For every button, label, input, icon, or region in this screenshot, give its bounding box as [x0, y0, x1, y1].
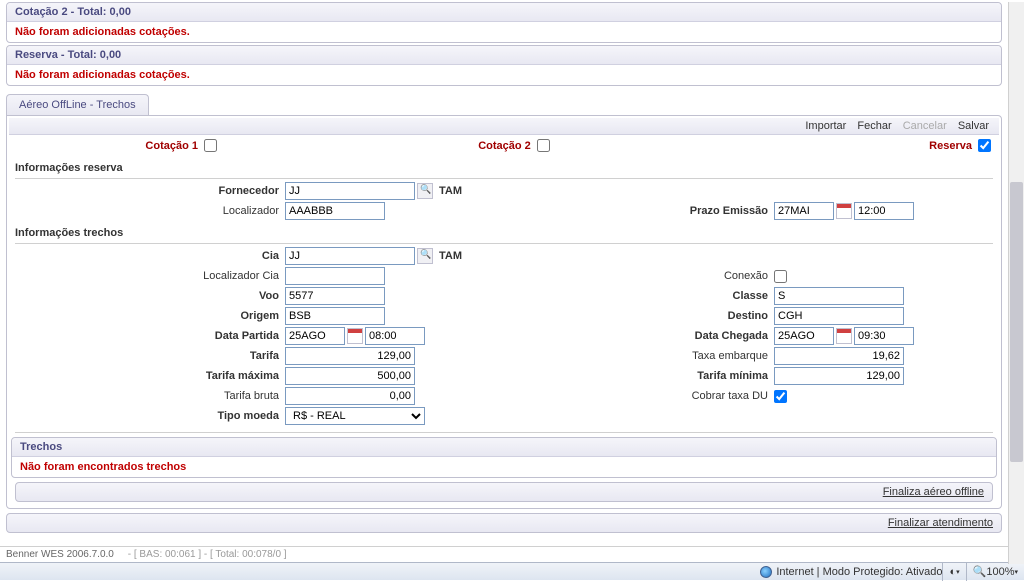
origem-label: Origem [15, 310, 285, 322]
trechos-panel: Trechos Não foram encontrados trechos [11, 437, 997, 478]
cotacao1-checkbox[interactable] [204, 139, 217, 152]
importar-link[interactable]: Importar [805, 120, 846, 132]
conexao-checkbox[interactable] [774, 270, 787, 283]
fornecedor-suffix: TAM [439, 185, 462, 197]
form-toolbar: Importar Fechar Cancelar Salvar [9, 118, 999, 135]
prazo-emissao-label: Prazo Emissão [504, 205, 774, 217]
search-icon[interactable] [417, 248, 433, 264]
tarifa-maxima-input[interactable] [285, 367, 415, 385]
finaliza-aereo-link[interactable]: Finaliza aéreo offline [883, 486, 984, 498]
section-info-trechos: Informações trechos [9, 225, 999, 241]
cia-input[interactable] [285, 247, 415, 265]
cobrar-taxa-du-label: Cobrar taxa DU [504, 390, 774, 402]
destino-label: Destino [504, 310, 774, 322]
tarifa-bruta-input[interactable] [285, 387, 415, 405]
reserva-checkbox[interactable] [978, 139, 991, 152]
taxa-embarque-input[interactable] [774, 347, 904, 365]
aereo-offline-tabs: Aéreo OffLine - Trechos Importar Fechar … [6, 94, 1002, 509]
tarifa-maxima-label: Tarifa máxima [15, 370, 285, 382]
reserva-label: Reserva [929, 140, 972, 152]
data-chegada-label: Data Chegada [504, 330, 774, 342]
salvar-link[interactable]: Salvar [958, 120, 989, 132]
app-status-bar: Benner WES 2006.7.0.0 - [ BAS: 00:061 ] … [0, 546, 1024, 562]
tarifa-minima-label: Tarifa mínima [504, 370, 774, 382]
app-stats: - [ BAS: 00:061 ] - [ Total: 00:078/0 ] [128, 549, 287, 560]
search-icon[interactable] [417, 183, 433, 199]
globe-icon [760, 566, 772, 578]
cotacao2-empty-msg: Não foram adicionadas cotações. [15, 26, 190, 38]
cancelar-link: Cancelar [903, 120, 947, 132]
data-chegada-time[interactable] [854, 327, 914, 345]
finalizar-atendimento-link[interactable]: Finalizar atendimento [888, 517, 993, 529]
calendar-icon[interactable] [347, 328, 363, 344]
destino-input[interactable] [774, 307, 904, 325]
cotacao2-header: Cotação 2 - Total: 0,00 [7, 3, 1001, 22]
prazo-emissao-time[interactable] [854, 202, 914, 220]
cotacao2-label: Cotação 2 [478, 140, 531, 152]
data-partida-date[interactable] [285, 327, 345, 345]
tab-aereo-offline[interactable]: Aéreo OffLine - Trechos [6, 94, 149, 115]
fornecedor-input[interactable] [285, 182, 415, 200]
prazo-emissao-date[interactable] [774, 202, 834, 220]
tipo-moeda-select[interactable]: R$ - REAL [285, 407, 425, 425]
cotacao2-panel: Cotação 2 - Total: 0,00 Não foram adicio… [6, 2, 1002, 43]
data-partida-label: Data Partida [15, 330, 285, 342]
tarifa-label: Tarifa [15, 350, 285, 362]
app-name: Benner WES 2006.7.0.0 [6, 549, 114, 560]
calendar-icon[interactable] [836, 328, 852, 344]
tipo-moeda-label: Tipo moeda [15, 410, 285, 422]
voo-input[interactable] [285, 287, 385, 305]
data-chegada-date[interactable] [774, 327, 834, 345]
taxa-embarque-label: Taxa embarque [504, 350, 774, 362]
tarifa-bruta-label: Tarifa bruta [15, 390, 285, 402]
cia-suffix: TAM [439, 250, 462, 262]
localizador-cia-label: Localizador Cia [15, 270, 285, 282]
reserva-header: Reserva - Total: 0,00 [7, 46, 1001, 65]
conexao-label: Conexão [504, 270, 774, 282]
localizador-cia-input[interactable] [285, 267, 385, 285]
section-info-reserva: Informações reserva [9, 160, 999, 176]
cotacao1-label: Cotação 1 [145, 140, 198, 152]
cobrar-taxa-du-checkbox[interactable] [774, 390, 787, 403]
origem-input[interactable] [285, 307, 385, 325]
browser-status-bar: Internet | Modo Protegido: Ativado ◐▾ 🔍 … [0, 562, 1024, 580]
trechos-empty-msg: Não foram encontrados trechos [20, 461, 186, 473]
checkbox-row: Cotação 1 Cotação 2 Reserva [9, 135, 999, 156]
fechar-link[interactable]: Fechar [857, 120, 891, 132]
reserva-empty-msg: Não foram adicionadas cotações. [15, 69, 190, 81]
cotacao2-checkbox[interactable] [537, 139, 550, 152]
classe-label: Classe [504, 290, 774, 302]
protected-mode-text: Internet | Modo Protegido: Ativado [776, 566, 942, 578]
localizador-input[interactable] [285, 202, 385, 220]
calendar-icon[interactable] [836, 203, 852, 219]
fornecedor-label: Fornecedor [15, 185, 285, 197]
cia-label: Cia [15, 250, 285, 262]
vertical-scrollbar[interactable] [1008, 2, 1024, 564]
trechos-header: Trechos [12, 438, 996, 457]
classe-input[interactable] [774, 287, 904, 305]
tab-content: Importar Fechar Cancelar Salvar Cotação … [6, 115, 1002, 509]
tarifa-minima-input[interactable] [774, 367, 904, 385]
tarifa-input[interactable] [285, 347, 415, 365]
finalizar-atendimento-bar: Finalizar atendimento [6, 513, 1002, 533]
reserva-panel: Reserva - Total: 0,00 Não foram adiciona… [6, 45, 1002, 86]
voo-label: Voo [15, 290, 285, 302]
finaliza-aereo-bar: Finaliza aéreo offline [15, 482, 993, 502]
localizador-label: Localizador [15, 205, 285, 217]
data-partida-time[interactable] [365, 327, 425, 345]
